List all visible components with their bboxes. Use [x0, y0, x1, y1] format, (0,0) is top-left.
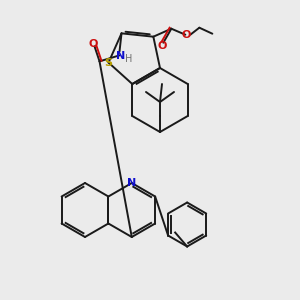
Text: O: O — [182, 30, 191, 40]
Text: N: N — [116, 51, 125, 62]
Text: N: N — [127, 178, 136, 188]
Text: S: S — [104, 58, 112, 68]
Text: O: O — [89, 39, 98, 50]
Text: O: O — [158, 41, 167, 51]
Text: H: H — [125, 54, 132, 64]
